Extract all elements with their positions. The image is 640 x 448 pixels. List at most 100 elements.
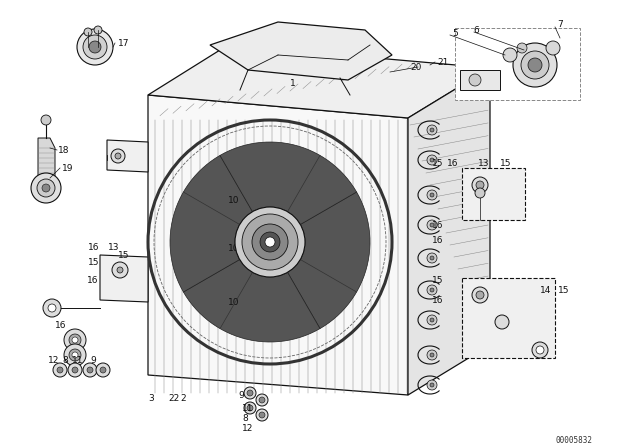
Circle shape bbox=[72, 367, 78, 373]
Text: 22: 22 bbox=[168, 393, 179, 402]
Text: 12: 12 bbox=[242, 423, 253, 432]
Text: 15: 15 bbox=[88, 258, 99, 267]
Text: 15: 15 bbox=[432, 276, 444, 284]
Text: 00005832: 00005832 bbox=[555, 435, 592, 444]
Circle shape bbox=[69, 349, 81, 361]
Text: 2: 2 bbox=[180, 393, 186, 402]
Text: 15: 15 bbox=[500, 159, 511, 168]
Text: 16: 16 bbox=[55, 320, 67, 329]
Polygon shape bbox=[148, 45, 490, 118]
Polygon shape bbox=[38, 138, 55, 178]
Circle shape bbox=[430, 318, 434, 322]
Circle shape bbox=[94, 26, 102, 34]
Circle shape bbox=[469, 74, 481, 86]
Circle shape bbox=[256, 409, 268, 421]
Circle shape bbox=[31, 173, 61, 203]
Circle shape bbox=[476, 291, 484, 299]
Text: 10: 10 bbox=[228, 195, 239, 204]
Circle shape bbox=[252, 224, 288, 260]
Polygon shape bbox=[220, 142, 356, 224]
Text: 13: 13 bbox=[108, 242, 120, 251]
Circle shape bbox=[244, 387, 256, 399]
Circle shape bbox=[37, 179, 55, 197]
Circle shape bbox=[475, 188, 485, 198]
Circle shape bbox=[546, 41, 560, 55]
Circle shape bbox=[427, 253, 437, 263]
Circle shape bbox=[64, 344, 86, 366]
Circle shape bbox=[77, 29, 113, 65]
Circle shape bbox=[256, 394, 268, 406]
Circle shape bbox=[430, 223, 434, 227]
Circle shape bbox=[100, 367, 106, 373]
Circle shape bbox=[476, 181, 484, 189]
Text: 16: 16 bbox=[432, 236, 444, 245]
Text: 15: 15 bbox=[558, 285, 570, 294]
Circle shape bbox=[265, 237, 275, 247]
Circle shape bbox=[117, 267, 123, 273]
Circle shape bbox=[430, 128, 434, 132]
Polygon shape bbox=[107, 140, 148, 172]
Circle shape bbox=[430, 256, 434, 260]
Circle shape bbox=[64, 329, 86, 351]
Text: 11: 11 bbox=[242, 404, 253, 413]
Text: 11: 11 bbox=[72, 356, 83, 365]
Circle shape bbox=[260, 232, 280, 252]
Circle shape bbox=[532, 342, 548, 358]
Circle shape bbox=[430, 193, 434, 197]
Circle shape bbox=[472, 177, 488, 193]
Circle shape bbox=[96, 363, 110, 377]
Circle shape bbox=[68, 363, 82, 377]
Text: 8: 8 bbox=[242, 414, 248, 422]
Polygon shape bbox=[100, 255, 148, 302]
Circle shape bbox=[83, 35, 107, 59]
Circle shape bbox=[513, 43, 557, 87]
Text: 3: 3 bbox=[148, 393, 154, 402]
Circle shape bbox=[427, 350, 437, 360]
Circle shape bbox=[72, 337, 78, 343]
Circle shape bbox=[111, 149, 125, 163]
Text: 7: 7 bbox=[557, 20, 563, 29]
Circle shape bbox=[242, 214, 298, 270]
Polygon shape bbox=[184, 259, 320, 342]
Circle shape bbox=[536, 346, 544, 354]
Text: 16: 16 bbox=[432, 296, 444, 305]
Polygon shape bbox=[455, 28, 580, 100]
Polygon shape bbox=[210, 22, 392, 80]
Text: 17: 17 bbox=[118, 39, 129, 47]
Circle shape bbox=[115, 153, 121, 159]
Text: 10: 10 bbox=[228, 244, 239, 253]
Circle shape bbox=[430, 158, 434, 162]
Circle shape bbox=[247, 405, 253, 411]
Circle shape bbox=[53, 363, 67, 377]
Circle shape bbox=[57, 367, 63, 373]
Circle shape bbox=[427, 155, 437, 165]
Circle shape bbox=[43, 299, 61, 317]
Circle shape bbox=[528, 58, 542, 72]
Circle shape bbox=[521, 51, 549, 79]
Circle shape bbox=[259, 412, 265, 418]
Circle shape bbox=[427, 220, 437, 230]
Circle shape bbox=[430, 383, 434, 387]
Circle shape bbox=[503, 48, 517, 62]
Circle shape bbox=[89, 41, 101, 53]
Circle shape bbox=[72, 352, 78, 358]
Text: 8: 8 bbox=[62, 356, 68, 365]
Text: 1: 1 bbox=[290, 78, 296, 87]
Circle shape bbox=[69, 334, 81, 346]
Circle shape bbox=[430, 288, 434, 292]
Circle shape bbox=[112, 262, 128, 278]
Text: 16: 16 bbox=[87, 276, 99, 284]
Polygon shape bbox=[462, 278, 555, 358]
Text: 16: 16 bbox=[432, 220, 444, 229]
Text: 14: 14 bbox=[540, 285, 552, 294]
Text: 16: 16 bbox=[447, 159, 458, 168]
Text: 20: 20 bbox=[410, 63, 421, 72]
Circle shape bbox=[42, 184, 50, 192]
Circle shape bbox=[495, 315, 509, 329]
Polygon shape bbox=[408, 68, 490, 395]
Polygon shape bbox=[460, 70, 500, 90]
Circle shape bbox=[244, 402, 256, 414]
Circle shape bbox=[259, 397, 265, 403]
Circle shape bbox=[427, 190, 437, 200]
Polygon shape bbox=[462, 168, 525, 220]
